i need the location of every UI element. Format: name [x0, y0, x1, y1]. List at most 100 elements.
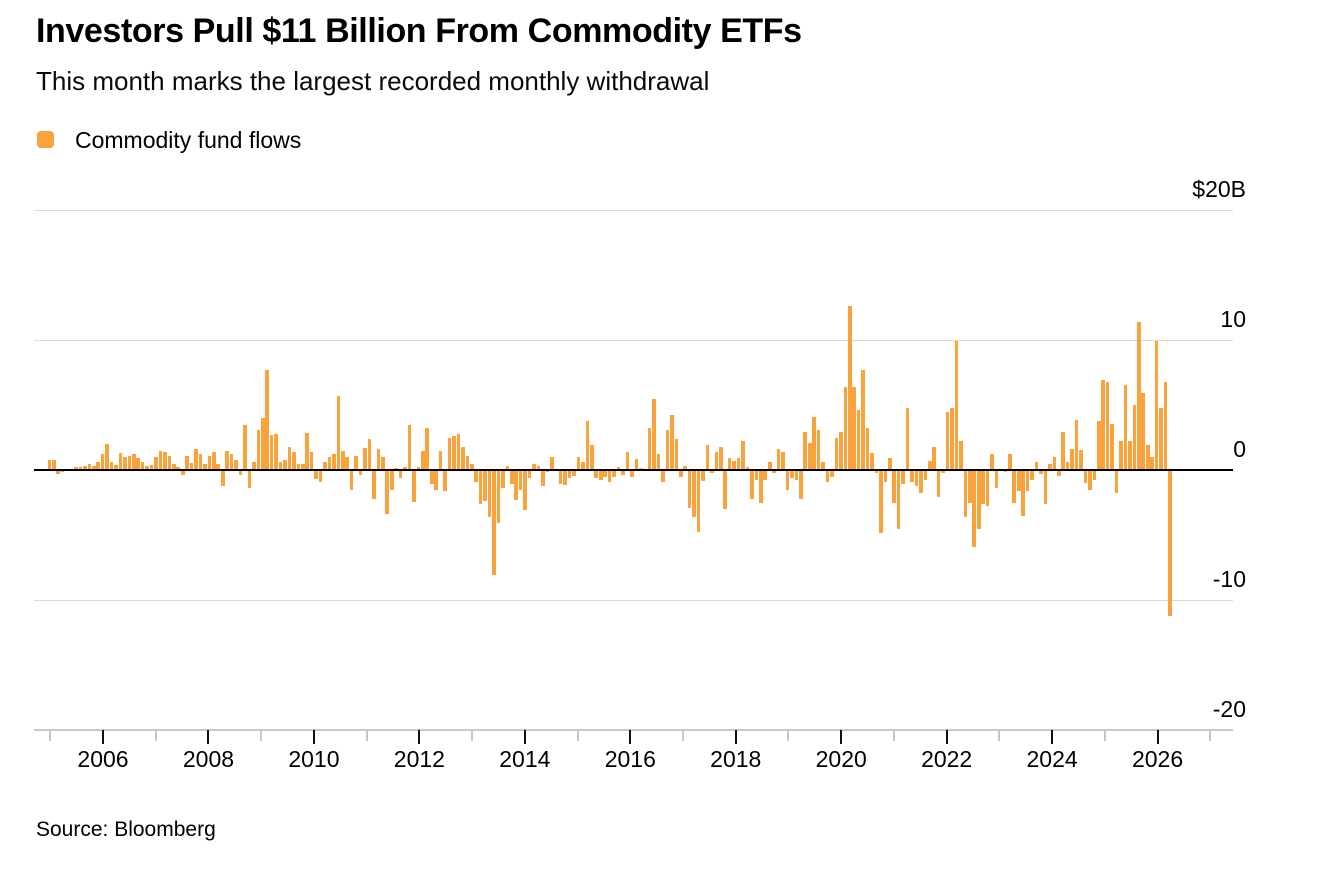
bar	[941, 470, 945, 473]
bar	[745, 467, 750, 470]
bar	[821, 461, 825, 470]
bar	[572, 470, 576, 476]
bar	[83, 466, 87, 470]
bar	[1105, 381, 1110, 470]
bar	[750, 470, 754, 499]
bar	[225, 451, 229, 470]
x-tick-mark	[892, 730, 895, 741]
bar	[950, 407, 954, 470]
bar	[714, 452, 719, 470]
bar	[469, 464, 474, 470]
y-tick-label: 0	[1233, 436, 1246, 462]
bar	[972, 470, 977, 548]
bar	[896, 470, 901, 529]
bar	[358, 470, 363, 476]
bar	[905, 407, 910, 470]
bar	[603, 470, 607, 478]
bar	[981, 470, 985, 504]
bar	[910, 470, 914, 483]
x-tick-mark	[629, 730, 632, 744]
bar	[203, 463, 207, 470]
bar	[163, 451, 167, 470]
x-tick-mark	[418, 730, 421, 744]
bar	[478, 470, 483, 504]
bar	[318, 470, 323, 482]
bar	[256, 429, 261, 470]
bar	[790, 470, 794, 479]
y-tick-label: 10	[1220, 306, 1246, 332]
bar	[1110, 423, 1114, 470]
bar	[421, 451, 425, 470]
bar	[212, 452, 216, 470]
bar	[741, 441, 745, 470]
bar	[754, 470, 759, 481]
bar	[914, 470, 919, 486]
bar	[1092, 470, 1097, 481]
x-tick-label: 2010	[288, 746, 340, 772]
bar	[812, 416, 816, 470]
page-title: Investors Pull $11 Billion From Commodit…	[36, 12, 802, 50]
bar	[1025, 470, 1030, 491]
source-note: Source: Bloomberg	[36, 818, 216, 841]
bar	[576, 457, 581, 470]
bar	[892, 470, 897, 504]
bar	[180, 470, 185, 475]
bar	[1016, 470, 1021, 491]
bar	[332, 453, 336, 470]
x-tick-mark	[365, 730, 368, 741]
bar	[710, 470, 714, 473]
bar	[1101, 379, 1106, 470]
bar	[883, 470, 888, 482]
bar	[852, 386, 856, 470]
bar	[1056, 470, 1061, 476]
bar	[149, 464, 154, 470]
bar	[581, 462, 585, 470]
bar	[532, 463, 536, 470]
bar	[1088, 470, 1092, 490]
bar	[674, 439, 679, 470]
bar	[634, 458, 639, 470]
bar	[443, 470, 447, 492]
bar	[1021, 470, 1025, 516]
bar	[523, 470, 527, 511]
bar	[865, 428, 870, 470]
bar	[1154, 341, 1159, 470]
x-tick-mark	[734, 730, 737, 744]
bar	[541, 470, 545, 486]
bar	[198, 454, 203, 470]
bar	[461, 446, 465, 470]
bar	[843, 386, 848, 470]
bar	[807, 443, 812, 470]
bar	[354, 455, 358, 470]
bar	[1008, 453, 1012, 470]
bar	[839, 431, 843, 470]
bar	[336, 395, 341, 470]
bar	[1039, 470, 1043, 474]
bar	[692, 470, 696, 517]
page-subtitle: This month marks the largest recorded mo…	[36, 66, 710, 96]
bar	[496, 470, 501, 524]
bar	[887, 458, 892, 470]
bar	[585, 420, 590, 470]
bar	[1030, 470, 1034, 481]
bar	[403, 466, 407, 470]
bar	[372, 470, 376, 499]
bar	[438, 451, 443, 470]
bar	[385, 470, 390, 514]
y-tick-label: $20B	[1192, 176, 1246, 202]
bar	[287, 446, 292, 470]
bar	[341, 451, 345, 470]
bar	[1119, 441, 1123, 470]
bar	[416, 467, 421, 470]
bar	[292, 451, 296, 470]
bar	[923, 470, 928, 481]
bar	[265, 369, 269, 470]
bar	[825, 470, 830, 482]
bar	[87, 463, 92, 470]
x-tick-label: 2014	[499, 746, 551, 772]
legend-swatch-icon	[37, 131, 54, 148]
bar	[1096, 421, 1101, 470]
bar	[985, 470, 990, 507]
x-tick-mark	[1051, 730, 1054, 744]
bar	[514, 470, 519, 500]
